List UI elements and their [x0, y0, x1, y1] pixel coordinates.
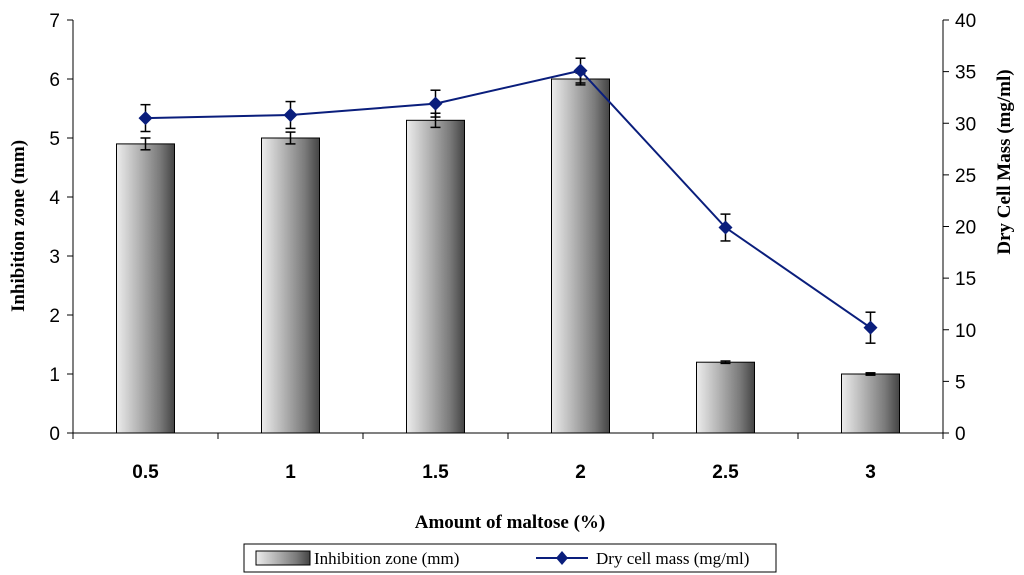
diamond-point — [573, 63, 588, 78]
y-left-tick-label: 1 — [49, 365, 60, 386]
legend-diamond-marker — [556, 551, 568, 565]
dry-cell-mass-series — [138, 57, 878, 344]
legend-bar-swatch — [255, 550, 311, 566]
x-tick-label: 2.5 — [712, 462, 739, 483]
x-tick-label: 2 — [575, 462, 586, 483]
legend-label-dry-cell-mass: Dry cell mass (mg/ml) — [596, 549, 749, 568]
y-right-tick-label: 20 — [955, 218, 976, 239]
y-left-tick-label: 4 — [49, 188, 60, 209]
y-right-tick-label: 10 — [955, 321, 976, 342]
legend: Inhibition zone (mm) Dry cell mass (mg/m… — [243, 543, 777, 573]
diamond-point — [428, 96, 443, 111]
legend-label-inhibition-zone: Inhibition zone (mm) — [314, 549, 459, 568]
x-tick-label: 0.5 — [132, 462, 159, 483]
x-tick-label: 1 — [285, 462, 296, 483]
diamond-point — [283, 107, 298, 122]
y-left-tick-label: 7 — [49, 11, 60, 32]
tick-labels: 0 1 2 3 4 5 6 7 0 5 10 15 20 25 30 35 40 0.5 1 1.5 2 2.5 3 — [49, 11, 976, 483]
y-right-tick-label: 0 — [955, 424, 966, 445]
legend-box — [243, 543, 777, 573]
bar — [551, 78, 610, 434]
y-left-tick-label: 6 — [49, 70, 60, 91]
y-right-tick-label: 5 — [955, 372, 966, 393]
dry-cell-mass-line — [145, 69, 872, 329]
y-axis-title-right: Dry Cell Mass (mg/ml) — [994, 69, 1015, 254]
bar — [406, 119, 465, 434]
x-axis-title: Amount of maltose (%) — [415, 512, 606, 533]
bars — [116, 72, 900, 434]
x-tick-label: 3 — [865, 462, 876, 483]
y-left-tick-label: 3 — [49, 247, 60, 268]
bar — [116, 143, 175, 434]
y-left-tick-label: 5 — [49, 129, 60, 150]
y-left-tick-label: 0 — [49, 424, 60, 445]
y-axis-title-left: Inhibition zone (mm) — [8, 140, 29, 312]
axes — [67, 19, 949, 439]
y-right-tick-label: 25 — [955, 166, 976, 187]
bar — [841, 373, 900, 434]
diamond-point — [718, 220, 733, 235]
x-tick-label: 1.5 — [422, 462, 449, 483]
bar — [261, 137, 320, 434]
bar — [696, 361, 755, 434]
diamond-point — [863, 320, 878, 335]
y-right-tick-label: 35 — [955, 63, 976, 84]
y-right-tick-label: 40 — [955, 11, 976, 32]
y-right-tick-label: 15 — [955, 269, 976, 290]
y-right-tick-label: 30 — [955, 114, 976, 135]
diamond-point — [138, 111, 153, 126]
y-left-tick-label: 2 — [49, 306, 60, 327]
